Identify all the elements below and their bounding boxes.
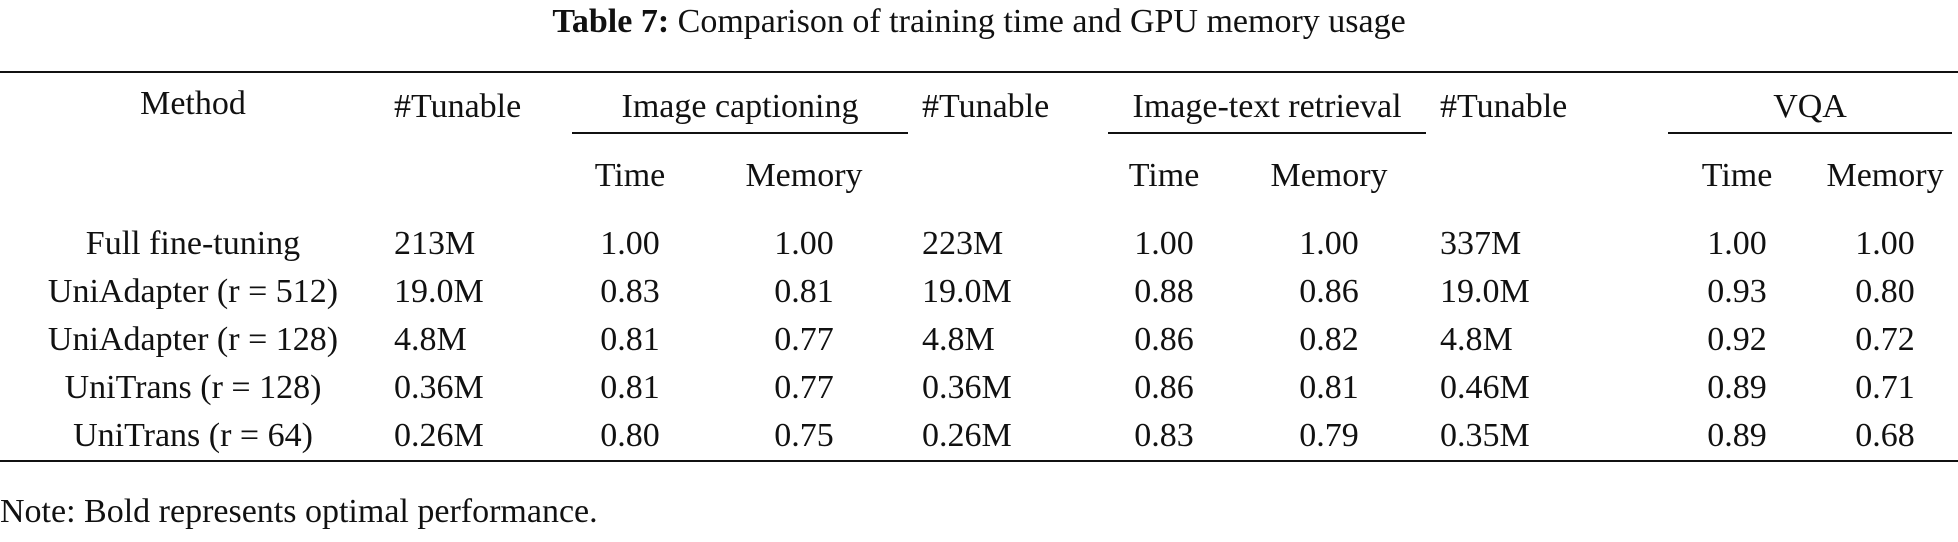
header-time: Time	[594, 157, 666, 194]
caption-label: Table 7:	[552, 3, 670, 40]
cell-tunable: 0.36M	[922, 369, 1012, 406]
cell-memory: 0.77	[774, 369, 834, 406]
cell-memory: 0.77	[774, 321, 834, 358]
header-tunable-3: #Tunable	[1440, 87, 1568, 125]
cell-tunable: 4.8M	[922, 321, 995, 358]
cell-tunable: 0.26M	[914, 412, 1103, 462]
cell-memory: 1.00	[774, 225, 834, 262]
table-row: UniAdapter (r = 128) 4.8M 0.81 0.77 4.8M 0.86…	[0, 316, 1958, 364]
group-underline	[572, 132, 909, 134]
cell-memory: 0.72	[1855, 321, 1915, 358]
cell-tunable: 213M	[394, 225, 476, 262]
header-group-label: VQA	[1773, 87, 1847, 125]
cell-memory: 0.81	[1299, 369, 1359, 406]
header-group-image-captioning: Image captioning	[566, 72, 914, 140]
header-group-vqa: VQA	[1662, 72, 1958, 140]
header-group-label: Image-text retrieval	[1132, 87, 1402, 125]
cell-method: Full fine-tuning	[85, 225, 301, 262]
cell-tunable: 4.8M	[1440, 321, 1513, 358]
cell-time: 1.00	[1707, 225, 1767, 262]
cell-memory: 0.68	[1812, 412, 1958, 462]
cell-tunable: 0.36M	[394, 369, 484, 406]
cell-tunable: 0.46M	[1440, 369, 1530, 406]
cell-time: 1.00	[1134, 225, 1194, 262]
group-underline	[1668, 132, 1953, 134]
header-group-image-text-retrieval: Image-text retrieval	[1102, 72, 1432, 140]
header-tunable-1: #Tunable	[394, 87, 522, 125]
cell-tunable: 4.8M	[394, 321, 467, 358]
cell-time: 0.81	[600, 321, 660, 358]
cell-tunable: 0.26M	[386, 412, 566, 462]
header-memory: Memory	[1270, 157, 1388, 194]
table-row: UniAdapter (r = 512) 19.0M 0.83 0.81 19.0M 0.…	[0, 268, 1958, 316]
cell-time: 0.81	[600, 369, 660, 406]
cell-memory: 0.80	[1855, 273, 1915, 310]
cell-time: 0.89	[1707, 369, 1767, 406]
cell-time: 0.83	[1102, 412, 1227, 462]
header-memory: Memory	[1826, 157, 1944, 194]
header-memory: Memory	[745, 157, 863, 194]
cell-time: 0.86	[1134, 369, 1194, 406]
cell-time: 0.88	[1134, 273, 1194, 310]
header-tunable-blank	[386, 140, 566, 212]
header-row-1: Method #Tunable Image captioning #Tunabl…	[0, 72, 1958, 140]
cell-time: 0.80	[566, 412, 694, 462]
table-note: Note: Bold represents optimal performanc…	[0, 493, 598, 530]
group-underline	[1108, 132, 1427, 134]
cell-memory: 1.00	[1855, 225, 1915, 262]
results-table: Method #Tunable Image captioning #Tunabl…	[0, 71, 1958, 462]
cell-tunable: 223M	[922, 225, 1004, 262]
table-header: Method #Tunable Image captioning #Tunabl…	[0, 72, 1958, 212]
cell-time: 0.89	[1662, 412, 1813, 462]
cell-time: 1.00	[600, 225, 660, 262]
cell-time: 0.86	[1134, 321, 1194, 358]
cell-time: 0.93	[1707, 273, 1767, 310]
cell-memory: 1.00	[1299, 225, 1359, 262]
header-row-2: Time Memory Time Memory Time Memory	[0, 140, 1958, 212]
cell-method: UniTrans (r = 128)	[64, 369, 322, 406]
cell-tunable: 19.0M	[1440, 273, 1530, 310]
cell-time: 0.92	[1707, 321, 1767, 358]
table-caption: Table 7: Comparison of training time and…	[0, 0, 1958, 42]
cell-memory: 0.81	[774, 273, 834, 310]
table-row: UniTrans (r = 128) 0.36M 0.81 0.77 0.36M 0.86…	[0, 364, 1958, 412]
cell-memory: 0.82	[1299, 321, 1359, 358]
table-body: Full fine-tuning 213M 1.00 1.00 223M 1.00 1.00…	[0, 212, 1958, 462]
header-tunable-blank	[914, 140, 1102, 212]
table-row: Full fine-tuning 213M 1.00 1.00 223M 1.00 1.00…	[0, 212, 1958, 268]
cell-memory: 0.71	[1855, 369, 1915, 406]
cell-tunable: 0.35M	[1432, 412, 1663, 462]
header-tunable-blank	[1432, 140, 1662, 212]
cell-tunable: 19.0M	[922, 273, 1012, 310]
header-time: Time	[1128, 157, 1200, 194]
cell-memory: 0.79	[1226, 412, 1433, 462]
header-time: Time	[1701, 157, 1773, 194]
cell-method: UniTrans (r = 64)	[0, 412, 386, 462]
caption-text: Comparison of training time and GPU memo…	[677, 3, 1406, 40]
cell-time: 0.83	[600, 273, 660, 310]
cell-method: UniAdapter (r = 128)	[47, 321, 339, 358]
cell-tunable: 19.0M	[394, 273, 484, 310]
header-group-label: Image captioning	[621, 87, 859, 125]
cell-tunable: 337M	[1440, 225, 1522, 262]
header-method: Method	[140, 85, 246, 122]
table-row: UniTrans (r = 64) 0.26M 0.80 0.75 0.26M 0.83 0…	[0, 412, 1958, 462]
cell-memory: 0.75	[694, 412, 915, 462]
cell-method: UniAdapter (r = 512)	[47, 273, 339, 310]
cell-memory: 0.86	[1299, 273, 1359, 310]
header-tunable-2: #Tunable	[922, 87, 1050, 125]
